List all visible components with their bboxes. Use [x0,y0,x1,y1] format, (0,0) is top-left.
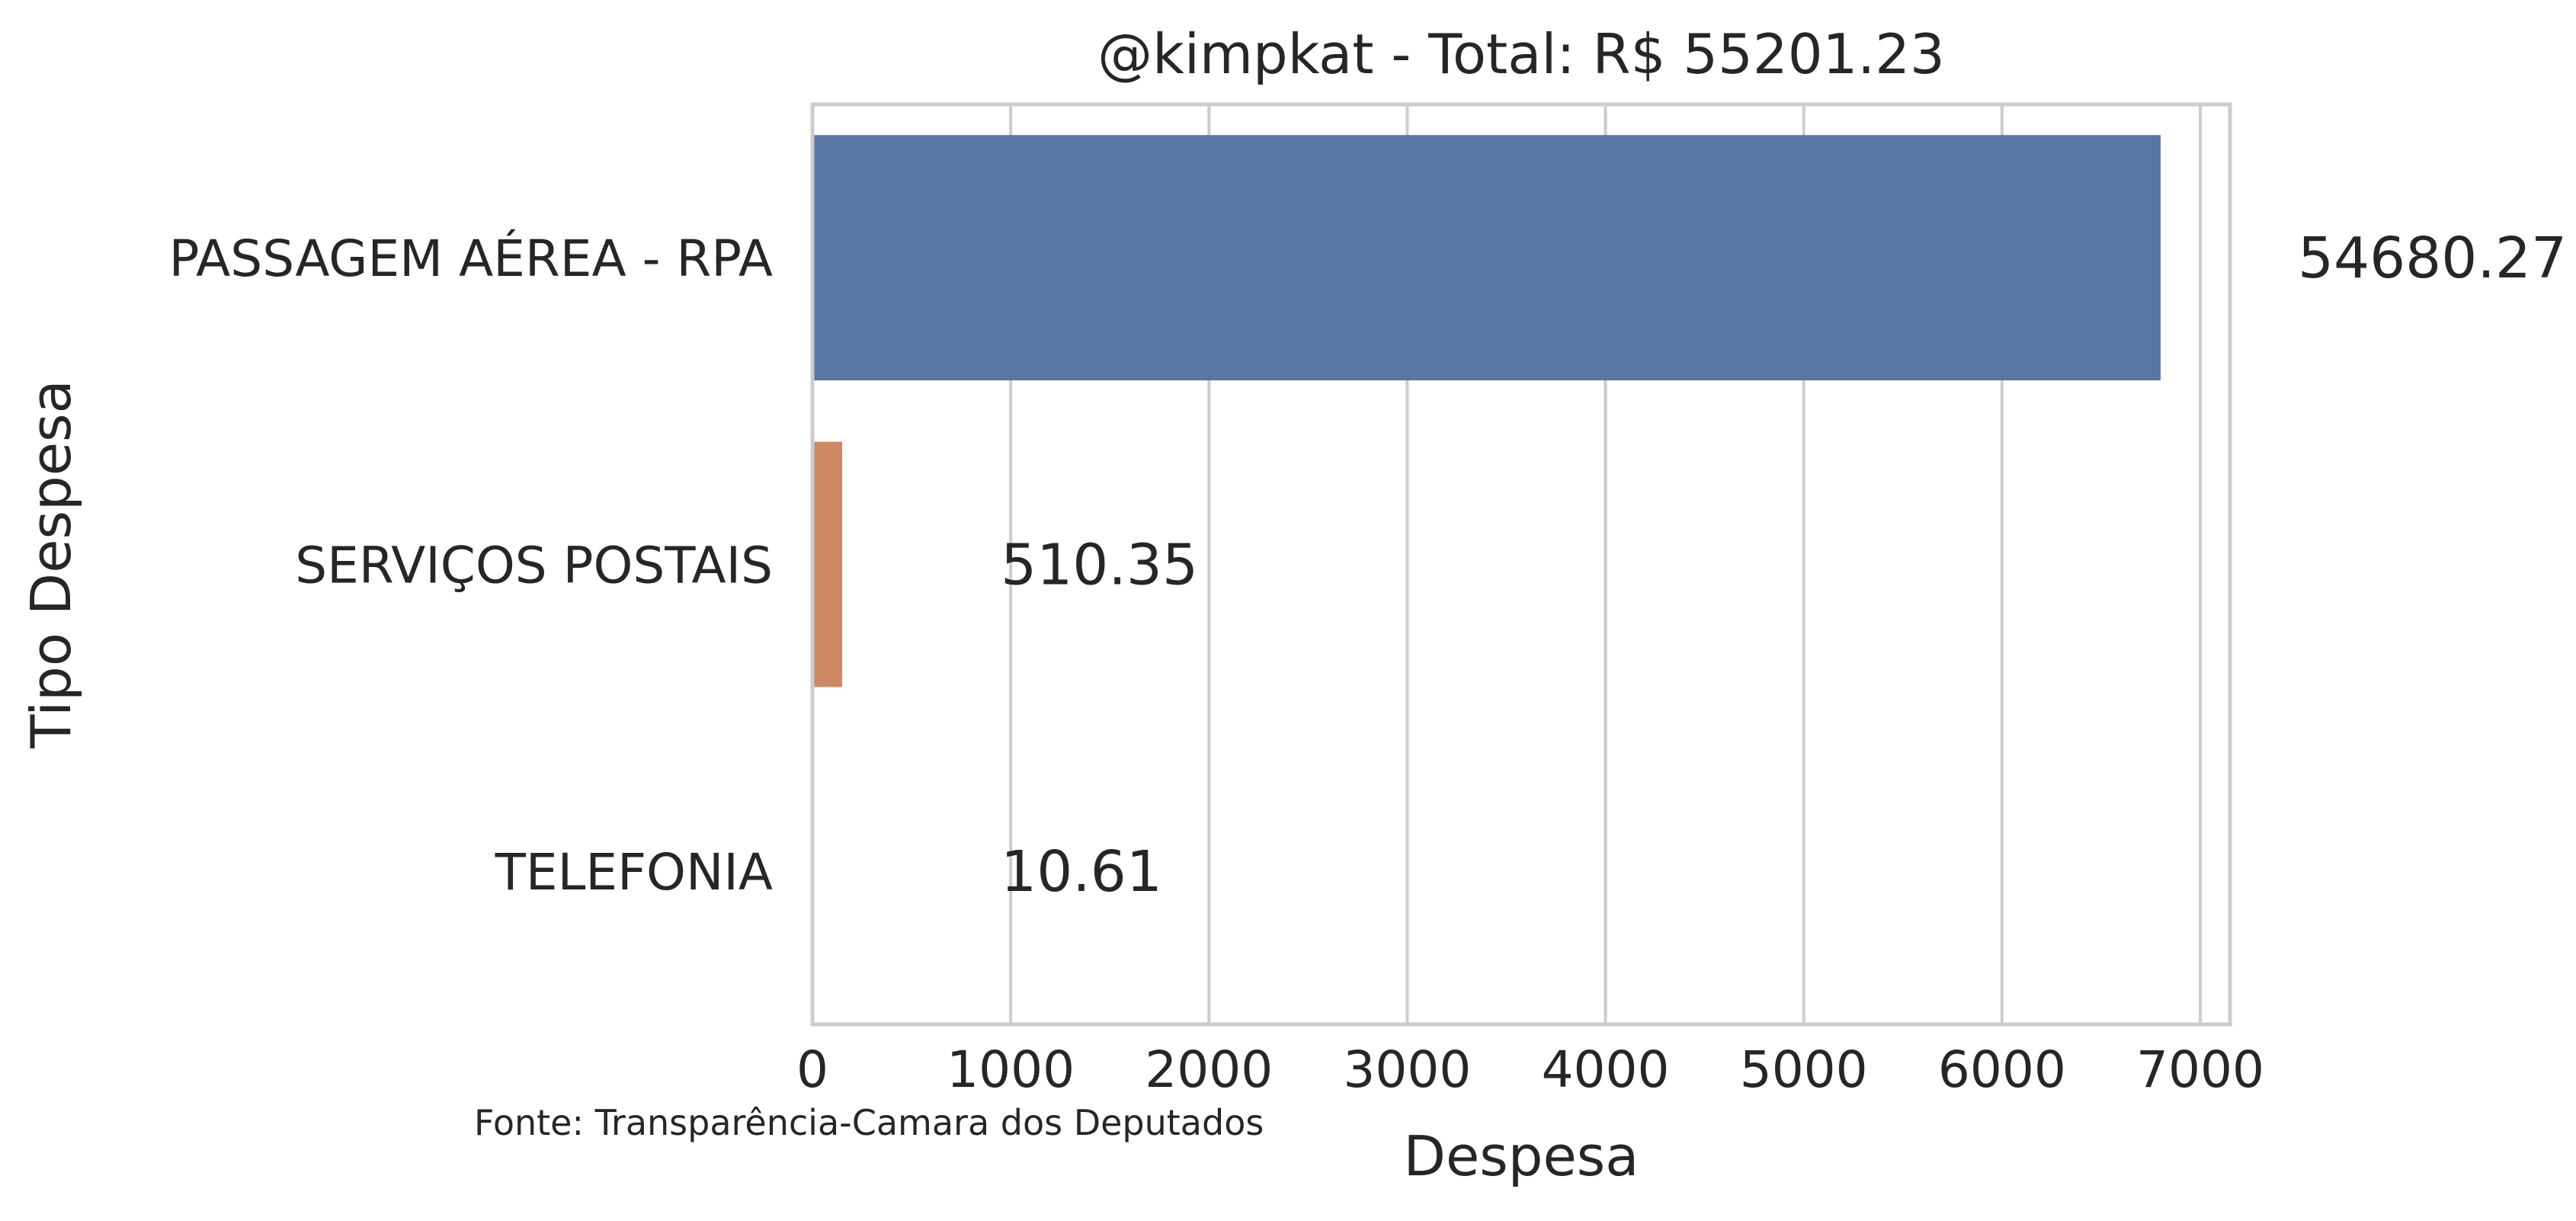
x-tick-label: 3000 [1343,1040,1471,1099]
value-label: 54680.27 [2298,226,2567,291]
y-tick-label: SERVIÇOS POSTAIS [295,537,773,595]
value-labels: 54680.27 510.35 10.61 [1001,226,2567,905]
x-tick-labels: 0 1000 2000 3000 4000 5000 6000 7000 [796,1040,2264,1099]
chart-title: @kimpkat - Total: R$ 55201.23 [1097,22,1945,86]
value-label: 510.35 [1001,533,1198,598]
source-note: Fonte: Transparência-Camara dos Deputado… [474,1102,1264,1143]
y-tick-label: PASSAGEM AÉREA - RPA [169,229,773,288]
y-tick-label: TELEFONIA [495,843,773,902]
y-axis-label: Tipo Despesa [19,380,83,748]
bar [812,441,843,687]
x-tick-label: 7000 [2136,1040,2264,1099]
value-label: 10.61 [1001,839,1162,905]
x-tick-label: 5000 [1740,1040,1868,1099]
x-tick-label: 6000 [1938,1040,2066,1099]
y-tick-labels: PASSAGEM AÉREA - RPA SERVIÇOS POSTAIS TELE… [169,229,773,902]
bar [812,135,2161,381]
x-axis-label: Despesa [1404,1124,1639,1188]
bars [812,135,2161,994]
x-tick-label: 1000 [947,1040,1075,1099]
x-tick-label: 2000 [1145,1040,1273,1099]
plot-area-frame [810,102,2232,1027]
x-tick-label: 4000 [1542,1040,1670,1099]
x-tick-label: 0 [796,1040,828,1099]
